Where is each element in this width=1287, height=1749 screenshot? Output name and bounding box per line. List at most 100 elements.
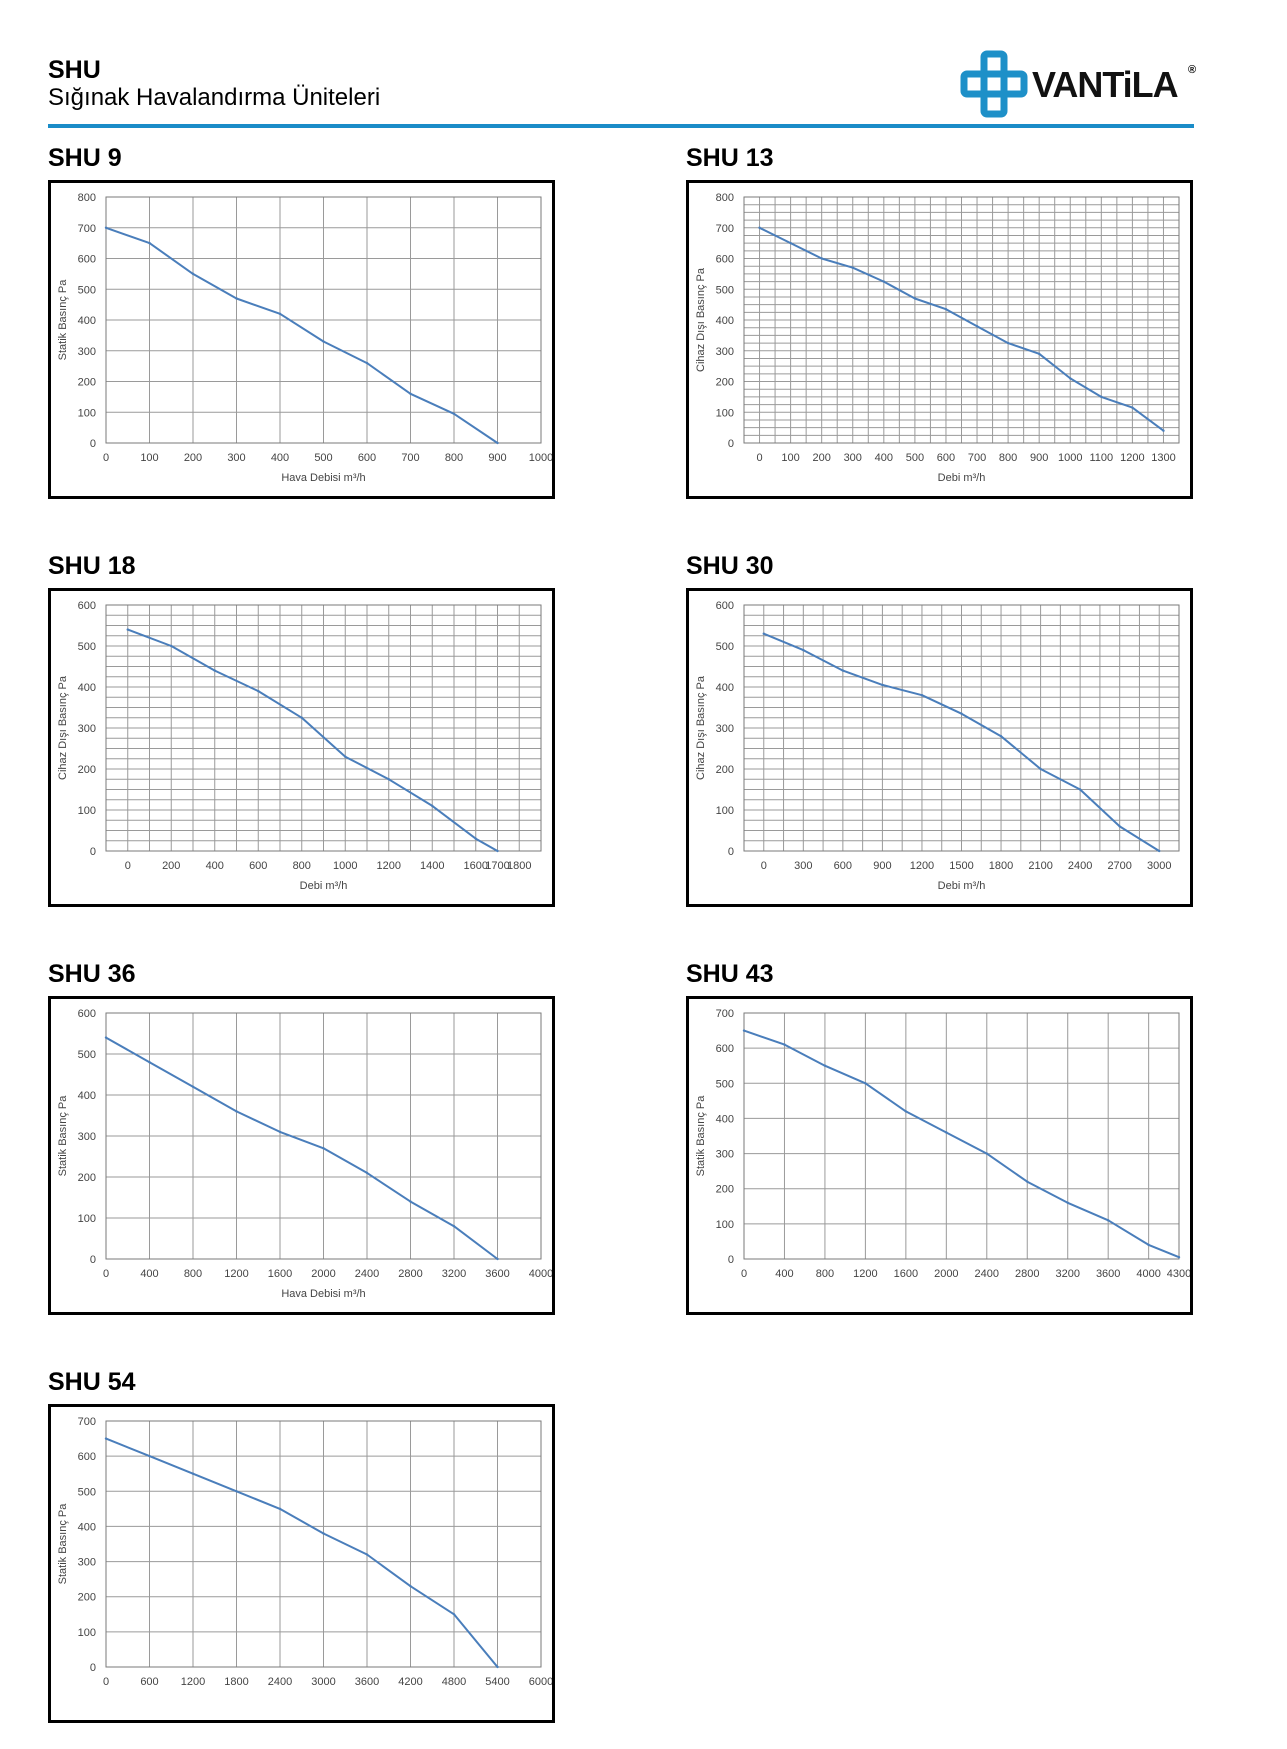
data-point <box>823 1064 827 1067</box>
x-tick-label: 1500 <box>949 860 973 872</box>
x-tick-label: 100 <box>140 452 158 464</box>
data-point <box>278 1507 282 1511</box>
y-tick-label: 300 <box>78 1131 96 1143</box>
y-tick-label: 600 <box>78 254 96 266</box>
series-line <box>105 226 499 444</box>
series-line <box>105 1437 499 1668</box>
data-point <box>1162 429 1165 432</box>
x-tick-label: 800 <box>999 452 1017 464</box>
grid-lines <box>743 1012 1179 1260</box>
series-line <box>105 1036 499 1260</box>
x-tick-label: 500 <box>314 452 332 464</box>
data-point <box>257 689 260 693</box>
y-tick-label: 500 <box>716 641 734 653</box>
chart-title: SHU 18 <box>48 552 136 580</box>
y-tick-label: 0 <box>90 1254 96 1266</box>
data-point <box>820 257 823 260</box>
y-tick-label: 500 <box>78 284 96 296</box>
y-tick-label: 200 <box>716 1184 734 1196</box>
y-tick-label: 400 <box>716 1113 734 1125</box>
data-point <box>1078 788 1082 791</box>
y-tick-label: 0 <box>728 438 734 450</box>
data-point <box>496 441 499 445</box>
chart-frame: 0 100 200 300 400 500 600 0 200 400 600 800 1000 1200… <box>48 588 555 907</box>
y-tick-label: 400 <box>78 315 96 327</box>
y-tick-label: 100 <box>716 805 734 817</box>
page-title: SHU <box>48 56 101 84</box>
x-tick-label: 900 <box>1030 452 1048 464</box>
data-point <box>1037 352 1041 356</box>
x-tick-label: 1600 <box>894 1268 918 1280</box>
y-tick-label: 0 <box>90 438 96 450</box>
data-point <box>1066 1201 1069 1204</box>
data-point <box>148 241 151 245</box>
data-point <box>235 1490 238 1493</box>
data-point <box>104 1437 108 1440</box>
x-axis-label: Hava Debisi m³/h <box>281 472 365 484</box>
data-point <box>104 1036 108 1039</box>
data-point <box>213 669 216 672</box>
x-tick-label: 4000 <box>529 1268 552 1280</box>
y-tick-label: 200 <box>78 377 96 389</box>
y-tick-label: 100 <box>78 1627 96 1639</box>
x-tick-label: 1200 <box>224 1268 248 1280</box>
data-point <box>409 1200 412 1203</box>
chart-svg: 0 100 200 300 400 500 600 0 400 800 1200 1600 2000 24… <box>57 1008 552 1300</box>
data-point <box>235 297 238 300</box>
data-point <box>789 241 792 245</box>
x-tick-label: 600 <box>358 452 376 464</box>
x-tick-label: 600 <box>937 452 955 464</box>
chart-svg: 0 100 200 300 400 500 600 700 0 600 1200 1800 2400 30… <box>57 1416 552 1688</box>
data-point <box>1106 1219 1110 1222</box>
y-tick-label: 700 <box>716 223 734 235</box>
registered-mark: ® <box>1188 64 1197 76</box>
plot-area <box>105 1012 542 1260</box>
data-point <box>322 1532 325 1535</box>
x-tick-label: 400 <box>775 1268 793 1280</box>
data-point <box>474 837 477 840</box>
y-axis-label: Cihaz Dışı Basınç Pa <box>695 267 707 372</box>
data-point <box>496 849 499 853</box>
data-point <box>1147 1243 1150 1247</box>
x-tick-label: 2000 <box>311 1268 335 1280</box>
x-tick-label: 300 <box>794 860 812 872</box>
data-point <box>758 226 761 229</box>
series-line <box>743 1029 1180 1259</box>
data-point <box>945 1131 948 1134</box>
chart-title: SHU 13 <box>686 144 774 172</box>
y-tick-label: 100 <box>78 805 96 817</box>
x-tick-label: 400 <box>271 452 289 464</box>
y-tick-label: 300 <box>716 723 734 735</box>
data-point <box>322 340 325 343</box>
x-tick-label: 3200 <box>1055 1268 1079 1280</box>
x-tick-label: 6000 <box>529 1676 552 1688</box>
data-point <box>1006 341 1010 345</box>
plot-area <box>743 196 1180 444</box>
x-tick-label: 1100 <box>1089 452 1113 464</box>
x-tick-label: 2400 <box>1068 860 1092 872</box>
data-point <box>1118 825 1121 828</box>
x-tick-label: 400 <box>875 452 893 464</box>
data-point <box>881 683 884 687</box>
grid-lines <box>105 1420 542 1668</box>
chart-svg: 0 100 200 300 400 500 600 700 0 400 800 1200 1600 200… <box>695 1008 1190 1280</box>
data-point <box>985 1152 988 1155</box>
data-point <box>1039 767 1042 771</box>
data-point <box>104 226 108 229</box>
x-tick-label: 1700 <box>485 860 509 872</box>
chart-frame: 0 100 200 300 400 500 600 0 400 800 1200 1600 2000 24… <box>48 996 555 1315</box>
grid-lines <box>743 604 1180 852</box>
y-tick-label: 700 <box>78 1416 96 1428</box>
data-point <box>762 632 765 635</box>
x-tick-label: 0 <box>125 860 131 872</box>
grid-lines <box>105 196 542 444</box>
data-point <box>148 1454 151 1458</box>
y-tick-label: 800 <box>716 192 734 204</box>
y-tick-label: 600 <box>78 1451 96 1463</box>
data-point <box>278 312 282 316</box>
x-tick-label: 1400 <box>420 860 444 872</box>
plot-area <box>105 604 542 852</box>
chart-title: SHU 36 <box>48 960 136 988</box>
vantila-logo: VANTiLA ® <box>960 48 1200 120</box>
y-tick-label: 300 <box>716 346 734 358</box>
